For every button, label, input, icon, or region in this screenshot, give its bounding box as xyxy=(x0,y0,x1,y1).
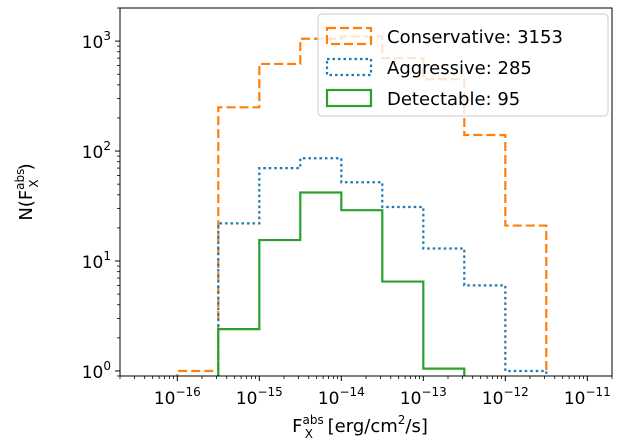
legend-box xyxy=(317,13,609,117)
x-tick-label-0: 10−16 xyxy=(154,385,201,409)
x-axis-label: Fabs X [erg/cm2/s] xyxy=(292,413,428,441)
y-tick-label-2: 102 xyxy=(82,139,111,163)
legend-label-0: Conservative: 3153 xyxy=(387,27,563,48)
legend-label-2: Detectable: 95 xyxy=(387,89,520,110)
series-line-1 xyxy=(217,157,548,376)
y-tick-label-3: 103 xyxy=(82,29,111,53)
series-line-2 xyxy=(217,191,466,376)
x-tick-label-3: 10−13 xyxy=(400,385,447,409)
y-axis-label: N(FabsX) xyxy=(13,163,41,220)
x-tick-label-5: 10−11 xyxy=(564,385,611,409)
legend-swatch-0 xyxy=(325,26,373,46)
axis-ticks: 10−16 10−15 10−14 10−13 10−12 10−11 100 101 102 1… xyxy=(82,7,613,409)
x-tick-label-4: 10−12 xyxy=(482,385,529,409)
legend-swatch-1 xyxy=(325,57,373,77)
x-tick-label-2: 10−14 xyxy=(318,385,365,409)
legend: Conservative: 3153 Aggressive: 285 Detecta… xyxy=(317,13,609,117)
y-tick-label-1: 101 xyxy=(82,249,111,273)
x-tick-label-1: 10−15 xyxy=(236,385,283,409)
legend-label-1: Aggressive: 285 xyxy=(387,58,532,79)
y-tick-label-0: 100 xyxy=(82,359,111,383)
legend-swatch-2 xyxy=(325,88,373,108)
